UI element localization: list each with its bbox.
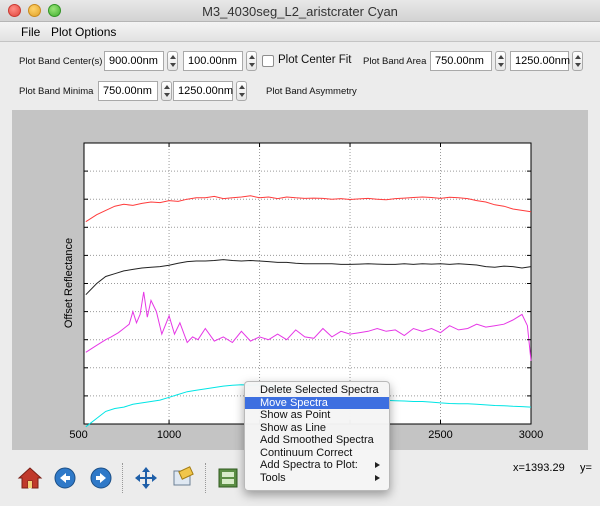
window-title: M3_4030seg_L2_aristcrater Cyan <box>202 4 398 19</box>
center-fit-label: Plot Center Fit <box>278 54 352 66</box>
menu-bar: File Plot Options <box>0 22 600 42</box>
close-window-button[interactable] <box>8 4 21 17</box>
forward-icon[interactable] <box>88 465 114 491</box>
band-area-label: Plot Band Area <box>363 56 427 67</box>
x-ticks: 500 1000 2500 3000 <box>69 143 543 441</box>
band-minima-label: Plot Band Minima <box>19 86 94 97</box>
plot-canvas[interactable]: 500 1000 2500 3000 Offset Reflectance <box>12 110 588 450</box>
ctx-show-as-line[interactable]: Show as Line <box>245 422 389 435</box>
home-icon[interactable] <box>17 465 43 491</box>
y-axis-label: Offset Reflectance <box>63 238 75 328</box>
ctx-label: Tools <box>260 471 286 484</box>
ctx-tools[interactable]: Tools <box>245 472 389 485</box>
navigation-toolbar <box>0 455 600 506</box>
band-center-max-stepper[interactable] <box>246 51 257 71</box>
spectrum-line-1[interactable] <box>85 195 532 223</box>
band-center-label: Plot Band Center(s) <box>19 56 103 67</box>
submenu-arrow-icon <box>375 474 380 481</box>
context-menu: Delete Selected Spectra Move Spectra Sho… <box>244 381 390 491</box>
ctx-add-smoothed-spectra[interactable]: Add Smoothed Spectra <box>245 434 389 447</box>
title-bar: M3_4030seg_L2_aristcrater Cyan <box>0 0 600 22</box>
minimize-window-button[interactable] <box>28 4 41 17</box>
spectra-chart[interactable]: 500 1000 2500 3000 Offset Reflectance <box>12 110 588 450</box>
ctx-label: Show as Point <box>260 409 331 421</box>
menu-file[interactable]: File <box>21 25 41 39</box>
band-minima-min-stepper[interactable] <box>161 81 172 101</box>
band-minima-max-input[interactable]: 1250.00nm <box>173 81 233 101</box>
grid-lines <box>84 143 531 424</box>
x-tick-label: 2500 <box>428 429 452 441</box>
ctx-label: Delete Selected Spectra <box>260 384 379 396</box>
ctx-show-as-point[interactable]: Show as Point <box>245 409 389 422</box>
spectrum-line-2[interactable] <box>85 259 532 296</box>
center-fit-checkbox[interactable] <box>262 55 274 67</box>
zoom-icon[interactable] <box>170 465 196 491</box>
band-minima-max-stepper[interactable] <box>236 81 247 101</box>
x-tick-label: 3000 <box>519 429 543 441</box>
cursor-y-readout: y= <box>580 462 592 474</box>
band-area-min-input[interactable]: 750.00nm <box>430 51 492 71</box>
band-center-min-stepper[interactable] <box>167 51 178 71</box>
zoom-window-button[interactable] <box>48 4 61 17</box>
band-minima-min-input[interactable]: 750.00nm <box>98 81 158 101</box>
ctx-move-spectra[interactable]: Move Spectra <box>245 396 389 409</box>
spectrum-line-3[interactable] <box>85 291 532 361</box>
band-area-min-stepper[interactable] <box>495 51 506 71</box>
y-ticks <box>84 170 531 397</box>
ctx-continuum-correct[interactable]: Continuum Correct <box>245 447 389 460</box>
ctx-label: Show as Line <box>260 421 327 434</box>
ctx-delete-selected-spectra[interactable]: Delete Selected Spectra <box>245 384 389 397</box>
x-tick-label: 500 <box>69 429 87 441</box>
ctx-label: Add Smoothed Spectra <box>260 434 374 446</box>
cursor-x-readout: x=1393.29 <box>513 462 565 474</box>
x-tick-label: 1000 <box>157 429 181 441</box>
back-icon[interactable] <box>52 465 78 491</box>
band-area-max-input[interactable]: 1250.00nm <box>510 51 570 71</box>
toolbar-separator <box>122 463 123 493</box>
ctx-label: Add Spectra to Plot: <box>260 459 358 471</box>
ctx-label: Move Spectra <box>260 396 328 409</box>
band-area-max-stepper[interactable] <box>572 51 583 71</box>
configure-subplots-icon[interactable] <box>215 465 241 491</box>
band-center-max-input[interactable]: 100.00nm <box>183 51 243 71</box>
ctx-add-spectra-to-plot[interactable]: Add Spectra to Plot: <box>245 459 389 472</box>
pan-icon[interactable] <box>133 465 159 491</box>
toolbar-separator <box>205 463 206 493</box>
band-center-min-input[interactable]: 900.00nm <box>104 51 164 71</box>
band-asymmetry-label[interactable]: Plot Band Asymmetry <box>266 86 357 97</box>
submenu-arrow-icon <box>375 462 380 468</box>
menu-plot-options[interactable]: Plot Options <box>51 25 117 39</box>
ctx-label: Continuum Correct <box>260 446 353 459</box>
